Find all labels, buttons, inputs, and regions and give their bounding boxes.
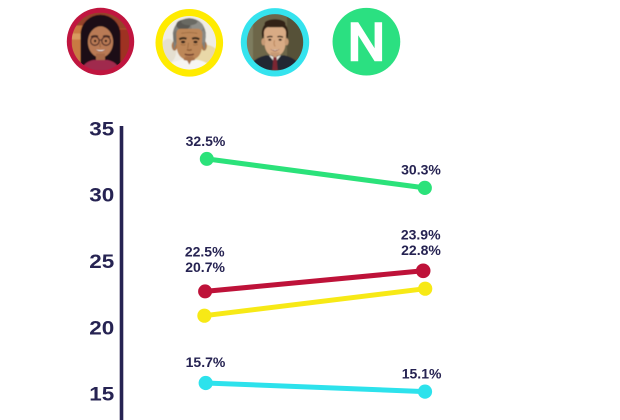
- svg-text:15.7%: 15.7%: [186, 354, 226, 370]
- svg-text:32.5%: 32.5%: [186, 133, 226, 149]
- svg-text:23.9%: 23.9%: [401, 227, 441, 243]
- svg-text:22.8%: 22.8%: [401, 242, 441, 258]
- svg-text:25: 25: [89, 252, 115, 273]
- svg-text:15.1%: 15.1%: [402, 366, 442, 382]
- svg-text:15: 15: [89, 385, 115, 406]
- svg-text:22.5%: 22.5%: [185, 243, 225, 259]
- svg-text:30: 30: [89, 186, 114, 207]
- svg-text:20.7%: 20.7%: [185, 259, 225, 275]
- svg-text:20: 20: [89, 318, 114, 339]
- svg-text:30.3%: 30.3%: [401, 162, 441, 178]
- svg-text:35: 35: [89, 119, 115, 140]
